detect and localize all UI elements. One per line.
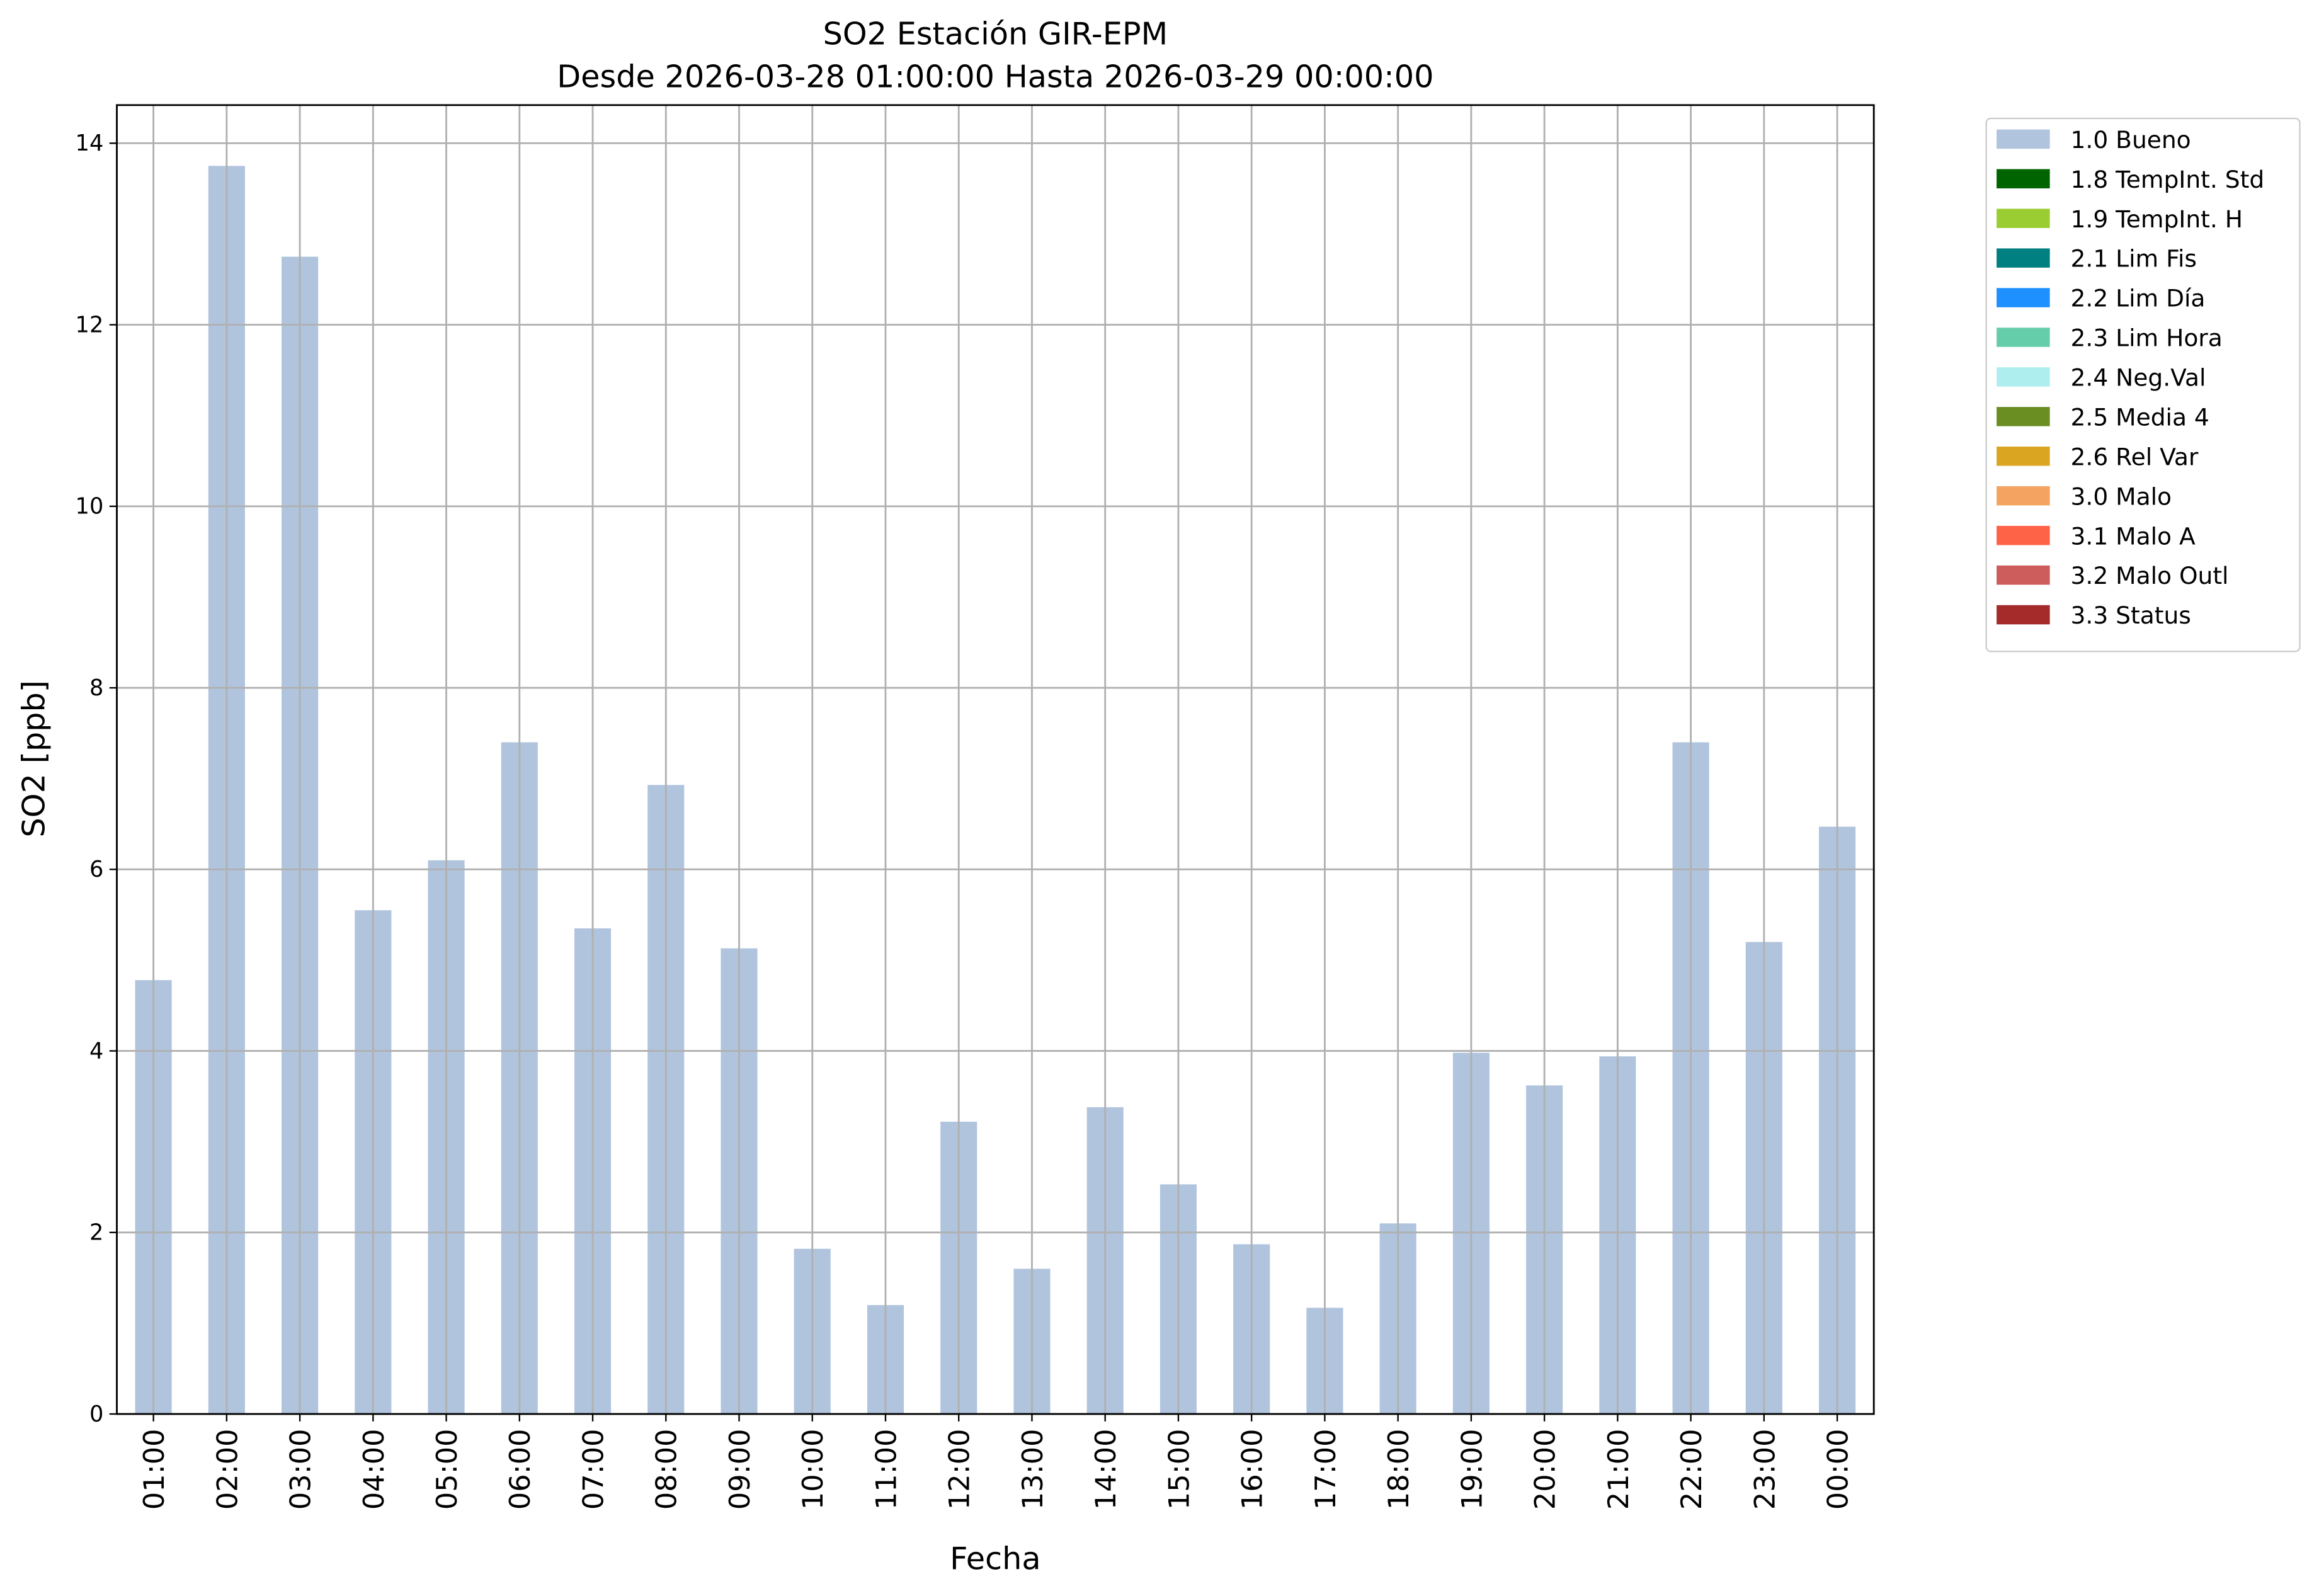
y-tick-label: 2 [89,1220,103,1246]
chart-subtitle: Desde 2026-03-28 01:00:00 Hasta 2026-03-… [557,59,1433,95]
y-tick-label: 10 [76,494,104,520]
x-tick-label: 06:00 [504,1429,537,1510]
legend-label: 1.9 TempInt. H [2071,205,2243,233]
legend-swatch [1997,328,2050,347]
x-tick-label: 16:00 [1236,1429,1269,1510]
legend-label: 3.1 Malo A [2071,522,2196,550]
legend-swatch [1997,367,2050,387]
legend-swatch [1997,169,2050,189]
y-tick-label: 4 [89,1038,103,1064]
legend-label: 2.6 Rel Var [2071,443,2199,470]
y-tick-label: 8 [89,675,103,701]
y-tick-label: 12 [76,312,104,338]
x-tick-label: 23:00 [1748,1429,1781,1510]
x-tick-label: 02:00 [211,1429,244,1510]
y-tick-label: 14 [76,130,104,156]
legend-label: 2.5 Media 4 [2071,403,2209,431]
x-tick-label: 09:00 [724,1429,756,1510]
x-tick-label: 04:00 [358,1429,390,1510]
x-tick-label: 22:00 [1675,1429,1708,1510]
y-tick-label: 0 [89,1401,103,1427]
legend-swatch [1997,288,2050,307]
chart-title: SO2 Estación GIR-EPM [823,16,1168,52]
legend-label: 2.4 Neg.Val [2071,364,2206,392]
x-tick-label: 01:00 [138,1429,171,1510]
bars [135,166,1856,1415]
legend-swatch [1997,447,2050,466]
x-tick-label: 20:00 [1529,1429,1562,1510]
x-tick-label: 00:00 [1822,1429,1855,1510]
legend-label: 3.2 Malo Outl [2071,562,2229,590]
legend-swatch [1997,129,2050,149]
legend-label: 3.3 Status [2071,601,2191,629]
x-tick-label: 11:00 [870,1429,903,1510]
legend-swatch [1997,486,2050,506]
axes: 0 2 4 6 8 10 12 14 01:00 02:00 03:00 04:00 05:00 06:0… [76,104,1875,1510]
legend-swatch [1997,407,2050,426]
x-tick-label: 15:00 [1163,1429,1195,1510]
x-tick-label: 07:00 [577,1429,610,1510]
x-tick-label: 14:00 [1090,1429,1122,1510]
legend: 1.0 Bueno 1.8 TempInt. Std 1.9 TempInt. H 2… [1985,117,2301,653]
y-tick-label: 6 [89,857,103,882]
legend-label: 1.8 TempInt. Std [2071,166,2265,193]
legend-label: 2.3 Lim Hora [2071,324,2223,352]
legend-box [1985,117,2301,653]
legend-swatch [1997,605,2050,625]
legend-label: 2.1 Lim Fis [2071,245,2197,273]
x-tick-label: 19:00 [1456,1429,1488,1510]
legend-label: 1.0 Bueno [2071,126,2191,154]
x-tick-label: 21:00 [1602,1429,1635,1510]
x-tick-label: 08:00 [651,1429,683,1510]
legend-swatch [1997,208,2050,228]
x-tick-label: 05:00 [431,1429,464,1510]
legend-label: 3.0 Malo [2071,482,2172,510]
x-tick-label: 13:00 [1017,1429,1049,1510]
x-axis-title: Fecha [950,1541,1041,1577]
x-tick-label: 03:00 [285,1429,317,1510]
x-tick-label: 18:00 [1382,1429,1415,1510]
plot-frame [116,104,1875,1415]
legend-label: 2.2 Lim Día [2071,285,2206,312]
legend-swatch [1997,525,2050,545]
y-axis-title: SO2 [ppb] [15,680,52,837]
x-tick-label: 12:00 [943,1429,976,1510]
x-tick-label: 17:00 [1309,1429,1342,1510]
legend-swatch [1997,565,2050,585]
x-tick-label: 10:00 [797,1429,829,1510]
legend-swatch [1997,248,2050,268]
